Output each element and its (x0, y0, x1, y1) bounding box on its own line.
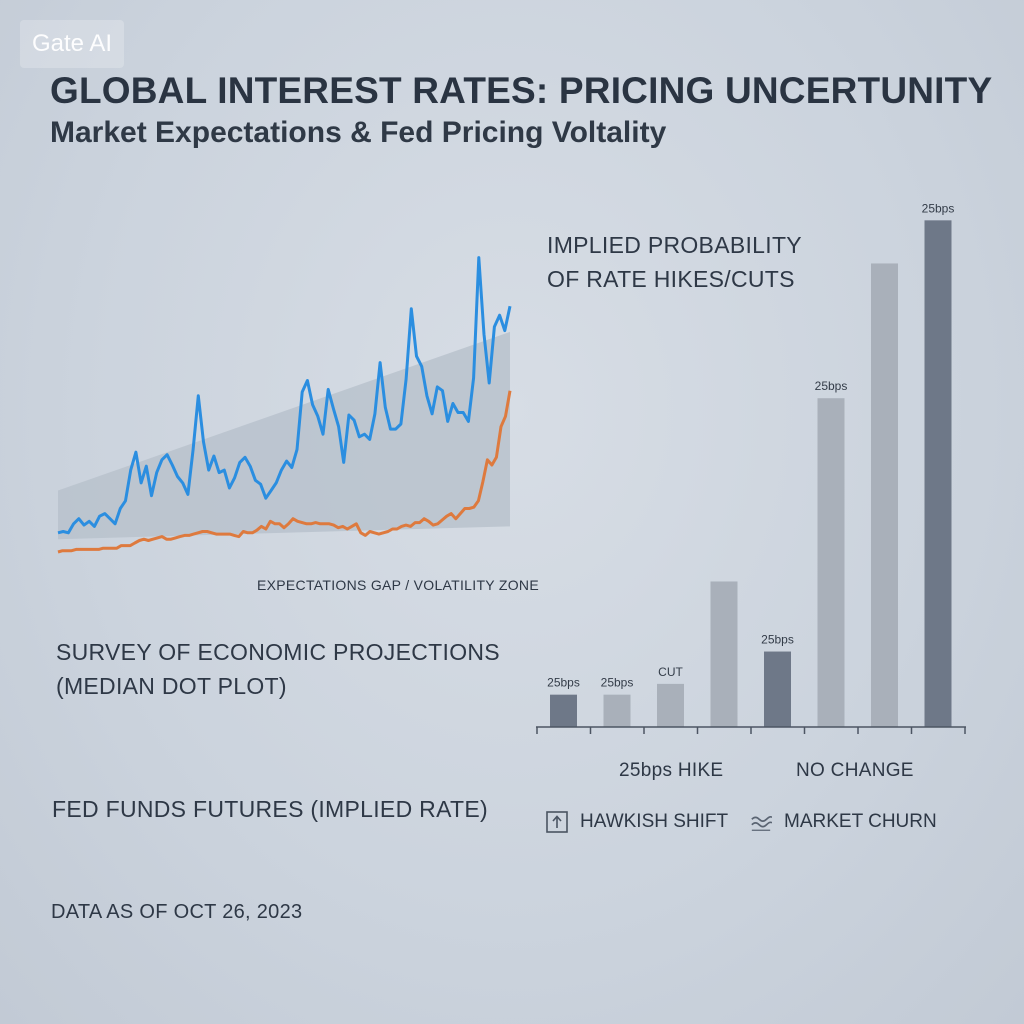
futures-label: FED FUNDS FUTURES (IMPLIED RATE) (52, 796, 488, 822)
axis-label-no-change: NO CHANGE (796, 760, 914, 781)
bar-data-label-8: 25bps (922, 201, 955, 215)
bar-data-label-5: 25bps (761, 633, 794, 647)
legend-market-churn: MARKET CHURN (750, 811, 937, 833)
bar-7 (871, 263, 898, 727)
bar-2 (603, 694, 631, 727)
bar-1 (550, 694, 577, 727)
volatility-zone-label: EXPECTATIONS GAP / VOLATILITY ZONE (257, 577, 539, 593)
bar-5 (764, 651, 791, 727)
volatility-zone-band (58, 331, 510, 540)
probability-title: IMPLIED PROBABILITY OF RATE HIKES/CUTS (547, 228, 802, 296)
data-date-label: DATA AS OF OCT 26, 2023 (51, 901, 303, 923)
wave-icon (750, 811, 772, 833)
bar-data-label-3: CUT (658, 665, 683, 679)
bar-8 (924, 220, 952, 727)
sep-label-line1: SURVEY OF ECONOMIC PROJECTIONS (56, 639, 500, 665)
probability-title-line1: IMPLIED PROBABILITY (547, 232, 802, 258)
line-series-fed-futures (57, 256, 512, 535)
axis-label-hike: 25bps HIKE (619, 760, 724, 781)
legend-hawkish-label: HAWKISH SHIFT (580, 811, 729, 832)
bar-data-label-1: 25bps (547, 676, 580, 690)
legend-churn-label: MARKET CHURN (784, 811, 937, 832)
chart-title: GLOBAL INTEREST RATES: PRICING UNCERTUNI… (50, 70, 993, 111)
bar-4 (710, 581, 738, 727)
line-series-dot-plot (57, 390, 512, 554)
sep-label-line2: (MEDIAN DOT PLOT) (56, 673, 287, 699)
sep-label: SURVEY OF ECONOMIC PROJECTIONS (MEDIAN D… (56, 635, 500, 703)
watermark-logo: Gate AI (20, 20, 125, 68)
bar-3 (657, 683, 684, 727)
probability-title-line2: OF RATE HIKES/CUTS (547, 266, 795, 292)
bar-data-label-6: 25bps (815, 379, 848, 393)
chart-subtitle: Market Expectations & Fed Pricing Voltal… (50, 116, 667, 149)
bar-6 (817, 398, 845, 727)
legend-hawkish-shift: HAWKISH SHIFT (546, 811, 728, 833)
up-arrow-box-icon (546, 811, 568, 833)
bar-data-label-2: 25bps (601, 676, 634, 690)
